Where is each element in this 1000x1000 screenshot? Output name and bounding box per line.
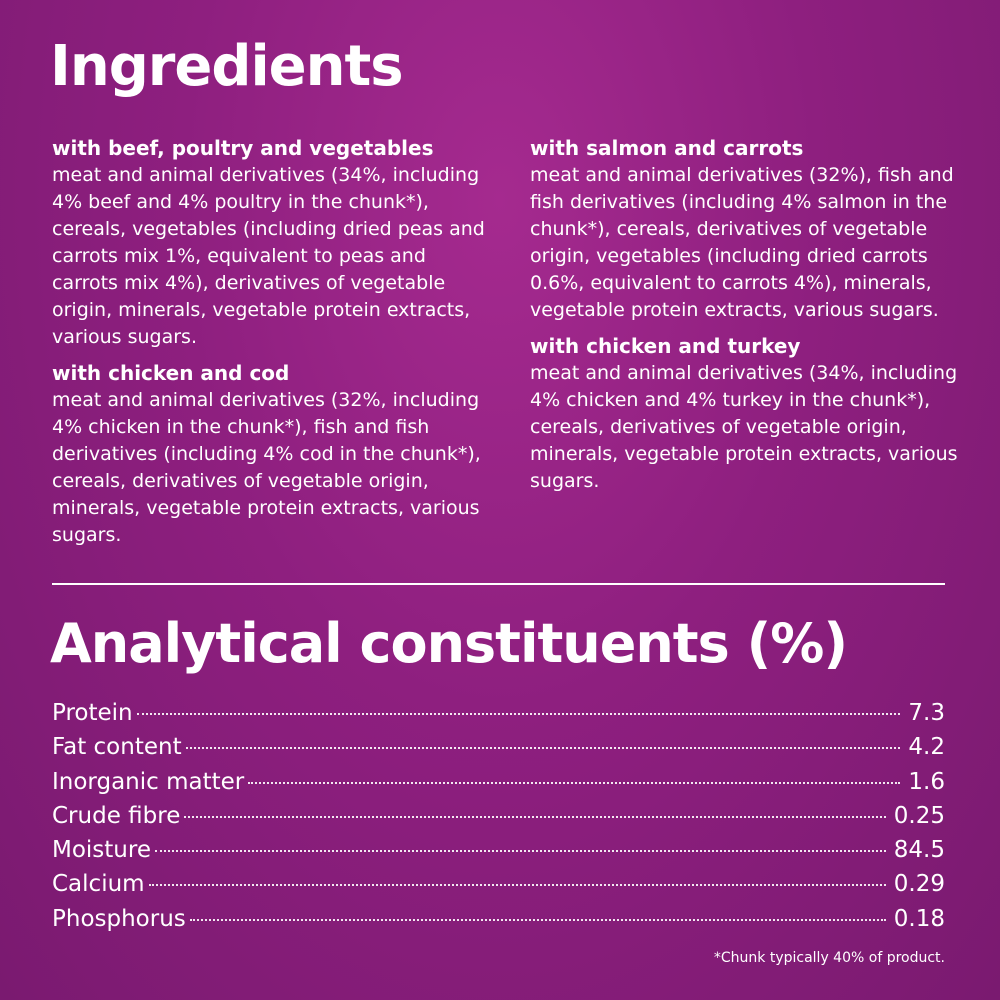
analytical-constituents-title: Analytical constituents (%) xyxy=(50,612,848,675)
recipe-heading: with salmon and carrots xyxy=(530,136,804,160)
constituent-value: 0.29 xyxy=(893,871,945,898)
constituent-name: Phosphorus xyxy=(52,905,186,932)
constituent-value: 84.5 xyxy=(893,837,945,864)
recipe-heading: with chicken and cod xyxy=(52,361,290,385)
constituents-list: Protein 7.3 Fat content 4.2 Inorganic ma… xyxy=(52,700,945,940)
ingredients-column-left: with beef, poultry and vegetables meat a… xyxy=(52,134,492,557)
constituent-row-fat-content: Fat content 4.2 xyxy=(52,734,945,768)
constituent-row-crude-fibre: Crude fibre 0.25 xyxy=(52,803,945,837)
section-divider xyxy=(52,583,945,585)
constituent-name: Protein xyxy=(52,700,133,726)
constituent-row-inorganic-matter: Inorganic matter 1.6 xyxy=(52,769,945,803)
leader-dots xyxy=(184,815,886,818)
recipe-text: meat and animal derivatives (32%, includ… xyxy=(52,389,481,546)
recipe-text: meat and animal derivatives (34%, includ… xyxy=(530,362,958,492)
recipe-beef-poultry-vegetables: with beef, poultry and vegetables meat a… xyxy=(52,134,492,351)
constituent-value: 0.18 xyxy=(893,905,945,932)
constituent-row-protein: Protein 7.3 xyxy=(52,700,945,734)
recipe-heading: with chicken and turkey xyxy=(530,334,801,358)
constituent-value: 7.3 xyxy=(908,700,945,726)
constituent-value: 1.6 xyxy=(908,768,945,795)
constituent-name: Moisture xyxy=(52,837,151,864)
constituent-name: Fat content xyxy=(52,734,182,761)
constituent-row-calcium: Calcium 0.29 xyxy=(52,871,945,905)
constituent-row-moisture: Moisture 84.5 xyxy=(52,837,945,871)
constituent-name: Crude fibre xyxy=(52,802,181,829)
recipe-text: meat and animal derivatives (34%, includ… xyxy=(52,164,485,348)
leader-dots xyxy=(248,781,901,784)
recipe-chicken-cod: with chicken and cod meat and animal der… xyxy=(52,359,492,549)
recipe-text: meat and animal derivatives (32%), fish … xyxy=(530,164,954,321)
leader-dots xyxy=(155,850,886,853)
constituent-row-phosphorus: Phosphorus 0.18 xyxy=(52,906,945,940)
recipe-chicken-turkey: with chicken and turkey meat and animal … xyxy=(530,332,970,495)
footnote: *Chunk typically 40% of product. xyxy=(713,950,945,966)
constituent-name: Inorganic matter xyxy=(52,768,245,795)
leader-dots xyxy=(189,918,886,921)
recipe-heading: with beef, poultry and vegetables xyxy=(52,136,434,160)
leader-dots xyxy=(136,713,901,715)
ingredients-column-right: with salmon and carrots meat and animal … xyxy=(530,134,970,503)
leader-dots xyxy=(148,884,886,887)
leader-dots xyxy=(185,747,901,750)
recipe-salmon-carrots: with salmon and carrots meat and animal … xyxy=(530,134,970,324)
constituent-value: 4.2 xyxy=(908,734,945,761)
constituent-name: Calcium xyxy=(52,871,145,898)
constituent-value: 0.25 xyxy=(893,802,945,829)
ingredients-title: Ingredients xyxy=(50,34,404,99)
